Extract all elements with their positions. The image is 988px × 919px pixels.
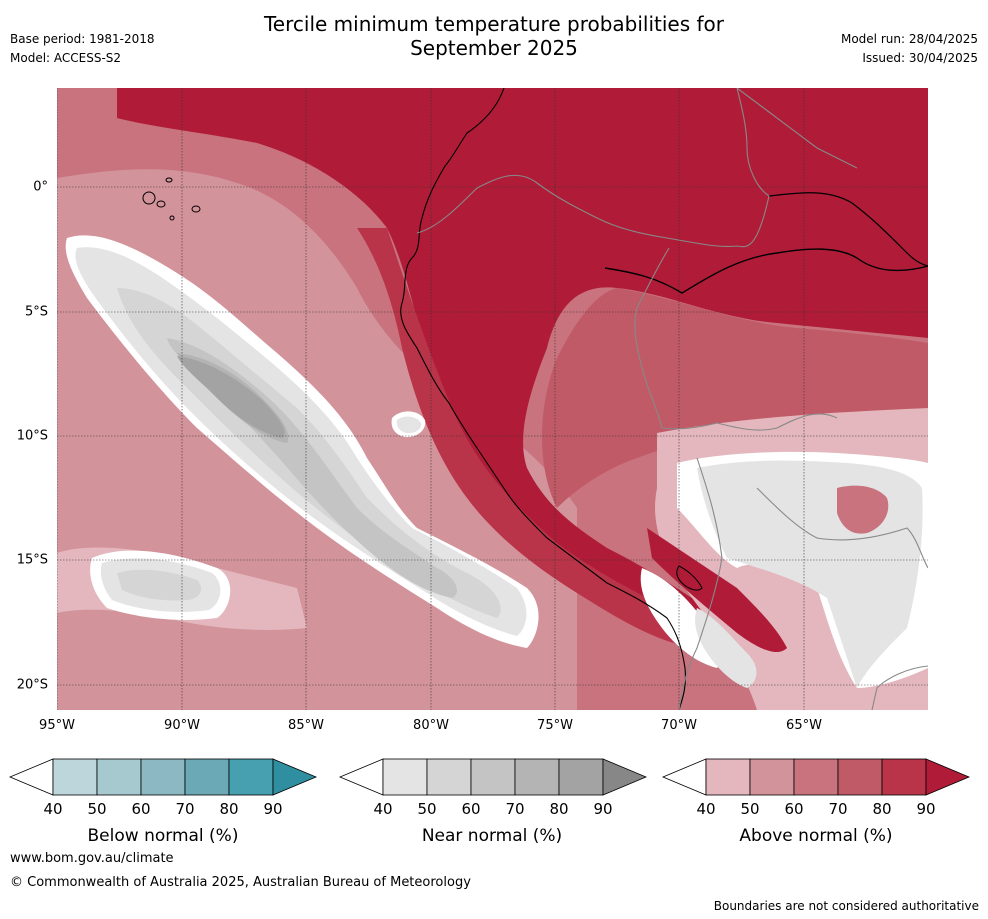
cb-near-tick-70: 70 <box>505 800 525 818</box>
meta-left: Base period: 1981-2018 Model: ACCESS-S2 <box>10 30 155 68</box>
near-swatch-3 <box>470 758 516 796</box>
cb-above-tick-70: 70 <box>828 800 848 818</box>
cb-below-tick-40: 40 <box>43 800 63 818</box>
lon-tick-75w: 75°W <box>537 718 573 733</box>
model-run: Model run: 28/04/2025 <box>840 32 978 46</box>
above-swatch-1 <box>705 758 751 796</box>
cb-above-tick-50: 50 <box>740 800 760 818</box>
below-arrow-high <box>272 758 318 796</box>
near-swatch-4 <box>514 758 560 796</box>
above-70-eastern <box>542 288 928 508</box>
colorbar-near <box>338 758 648 796</box>
model-name: Model: ACCESS-S2 <box>10 51 122 65</box>
cb-above-tick-80: 80 <box>872 800 892 818</box>
negro-river <box>768 192 928 267</box>
cb-below-tick-90: 90 <box>263 800 283 818</box>
cb-near-label: Near normal (%) <box>421 826 563 846</box>
colorbar-below <box>8 758 318 796</box>
lat-tick-0: 0° <box>33 179 48 195</box>
issued-date: Issued: 30/04/2025 <box>862 51 978 65</box>
near-swatch-1 <box>382 758 428 796</box>
probability-map <box>57 88 928 710</box>
graticule <box>57 88 928 710</box>
lon-tick-80w: 80°W <box>413 718 449 733</box>
above-60-blob-east <box>837 485 889 534</box>
cb-below-tick-70: 70 <box>175 800 195 818</box>
amazon-river <box>604 248 928 294</box>
near-40-south <box>640 568 722 668</box>
cb-above-tick-90: 90 <box>916 800 936 818</box>
chart-title: Tercile minimum temperature probabilitie… <box>0 12 988 60</box>
lon-tick-65w: 65°W <box>786 718 822 733</box>
country-borders <box>416 88 928 710</box>
above-swatch-3 <box>793 758 839 796</box>
lat-tick-5s: 5°S <box>24 304 48 320</box>
below-swatch-1 <box>52 758 98 796</box>
boundary-disclaimer: Boundaries are not considered authoritat… <box>713 899 979 913</box>
title-line-2: September 2025 <box>410 36 578 60</box>
near-arrow-high <box>602 758 648 796</box>
cb-above-label: Above normal (%) <box>739 826 893 846</box>
coastline <box>400 88 686 710</box>
cb-below-tick-60: 60 <box>131 800 151 818</box>
website-link[interactable]: www.bom.gov.au/climate <box>10 851 174 866</box>
near-60-southwest <box>117 569 202 601</box>
near-swatch-5 <box>558 758 604 796</box>
above-90-north <box>117 88 928 648</box>
above-arrow-low <box>661 758 707 796</box>
cb-near-tick-60: 60 <box>461 800 481 818</box>
above-swatch-2 <box>749 758 795 796</box>
base-period: Base period: 1981-2018 <box>10 32 155 46</box>
cb-below-label: Below normal (%) <box>87 826 239 846</box>
lat-tick-20s: 20°S <box>16 677 48 693</box>
below-swatch-3 <box>140 758 186 796</box>
title-line-1: Tercile minimum temperature probabilitie… <box>263 12 725 36</box>
near-50-offshore <box>396 416 422 434</box>
below-swatch-2 <box>96 758 142 796</box>
meta-right: Model run: 28/04/2025 Issued: 30/04/2025 <box>841 30 978 68</box>
near-arrow-low <box>338 758 384 796</box>
below-swatch-5 <box>228 758 274 796</box>
cb-near-tick-50: 50 <box>417 800 437 818</box>
above-90-south <box>647 528 787 653</box>
galapagos-islands <box>142 177 201 221</box>
near-swatch-2 <box>426 758 472 796</box>
lat-tick-15s: 15°S <box>16 552 48 568</box>
near-50-south <box>695 608 757 688</box>
cb-near-tick-40: 40 <box>373 800 393 818</box>
cb-near-tick-80: 80 <box>549 800 569 818</box>
lat-tick-10s: 10°S <box>16 428 48 444</box>
lon-tick-95w: 95°W <box>39 718 75 733</box>
cb-below-tick-80: 80 <box>219 800 239 818</box>
lon-tick-85w: 85°W <box>288 718 324 733</box>
lake-titicaca <box>676 565 703 591</box>
copyright-text: © Commonwealth of Australia 2025, Austra… <box>10 875 471 890</box>
colorbar-above <box>661 758 971 796</box>
lon-tick-90w: 90°W <box>164 718 200 733</box>
lon-tick-70w: 70°W <box>661 718 697 733</box>
below-arrow-low <box>8 758 54 796</box>
cb-above-tick-40: 40 <box>696 800 716 818</box>
cb-near-tick-90: 90 <box>593 800 613 818</box>
near-90-tongue <box>177 356 285 438</box>
above-swatch-4 <box>837 758 883 796</box>
cb-below-tick-50: 50 <box>87 800 107 818</box>
below-swatch-4 <box>184 758 230 796</box>
cb-above-tick-60: 60 <box>784 800 804 818</box>
above-arrow-high <box>925 758 971 796</box>
above-swatch-5 <box>881 758 927 796</box>
